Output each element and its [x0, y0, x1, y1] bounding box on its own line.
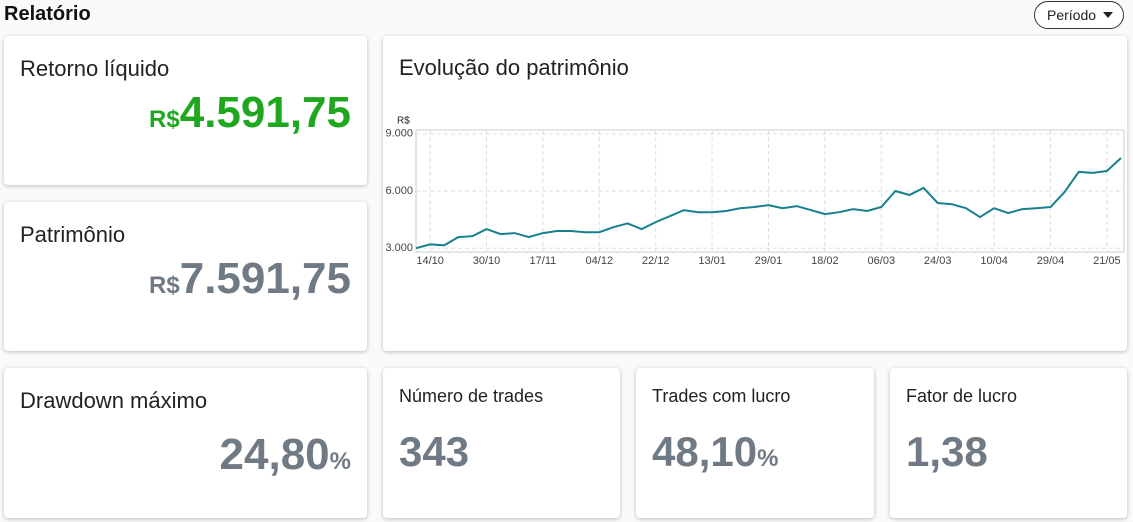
currency: R$ [149, 106, 180, 133]
dropdown-icon [1103, 12, 1113, 18]
x-tick-label: 30/10 [473, 255, 501, 267]
card: Trades com lucro 48,10% [636, 368, 874, 518]
chart-title: Evolução do patrimônio [399, 55, 629, 80]
x-tick-label: 29/01 [755, 255, 783, 267]
amount: 24,80 [219, 430, 330, 479]
card-value: 24,80% [220, 430, 351, 480]
card-title: Patrimônio [20, 222, 126, 247]
x-tick-label: 17/11 [530, 255, 557, 267]
card: Número de trades 343 [383, 368, 620, 518]
y-tick-label: 6.000 [385, 185, 413, 197]
card-value: 1,38 [906, 428, 988, 476]
y-tick-label: 9.000 [385, 128, 413, 140]
x-tick-label: 04/12 [586, 255, 614, 267]
card: Fator de lucro 1,38 [890, 368, 1127, 518]
x-tick-label: 18/02 [811, 255, 839, 267]
y-tick-label: 3.000 [385, 242, 413, 254]
chart-card: Evolução do patrimônio R$ 3.000 6.000 9.00… [383, 36, 1127, 351]
currency: R$ [149, 272, 180, 299]
period-button[interactable]: Período [1034, 1, 1124, 29]
amount: 48,10 [652, 428, 758, 475]
x-tick-label: 24/03 [924, 255, 952, 267]
card-title: Trades com lucro [652, 386, 791, 406]
button-label: Período [1047, 7, 1097, 23]
card: Drawdown máximo 24,80% [4, 368, 367, 518]
card-value: R$4.591,75 [149, 88, 351, 138]
x-tick-label: 13/01 [698, 255, 726, 267]
card-title: Fator de lucro [906, 386, 1018, 406]
card: Patrimônio R$7.591,75 [4, 202, 367, 351]
amount: 1,38 [906, 428, 988, 475]
x-tick-label: 22/12 [642, 255, 670, 267]
unit: % [329, 448, 351, 475]
card-title: Retorno líquido [20, 56, 170, 81]
x-tick-label: 06/03 [868, 255, 896, 267]
x-tick-label: 29/04 [1037, 255, 1065, 267]
amount: 4.591,75 [179, 88, 351, 137]
card: Retorno líquido R$4.591,75 [4, 36, 367, 185]
x-tick-label: 14/10 [416, 255, 444, 267]
page-title: Relatório [4, 3, 91, 25]
card-title: Número de trades [399, 386, 544, 406]
x-tick-label: 21/05 [1093, 255, 1121, 267]
card-title: Drawdown máximo [20, 388, 208, 413]
unit: % [757, 445, 779, 472]
amount: 7.591,75 [179, 254, 351, 303]
chart: Evolução do patrimônio R$ 3.000 6.000 9.00… [385, 55, 1125, 267]
card-value: 343 [399, 428, 469, 476]
line [415, 157, 1122, 250]
x-tick-label: 10/04 [980, 255, 1008, 267]
y-axis-label: R$ [397, 116, 410, 127]
card-value: 48,10% [652, 428, 778, 476]
card-value: R$7.591,75 [149, 254, 351, 304]
amount: 343 [399, 428, 470, 475]
